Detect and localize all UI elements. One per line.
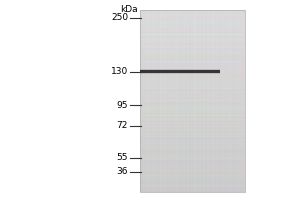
Text: 36: 36 bbox=[116, 168, 128, 176]
Text: 130: 130 bbox=[111, 68, 128, 76]
Text: 95: 95 bbox=[116, 100, 128, 110]
Text: 55: 55 bbox=[116, 154, 128, 162]
Text: 250: 250 bbox=[111, 14, 128, 22]
Bar bbox=[140, 10, 245, 192]
Bar bbox=[140, 70, 220, 73]
Text: 72: 72 bbox=[117, 121, 128, 130]
Text: kDa: kDa bbox=[120, 5, 138, 14]
Bar bbox=[140, 69, 220, 72]
Bar bbox=[140, 71, 220, 74]
